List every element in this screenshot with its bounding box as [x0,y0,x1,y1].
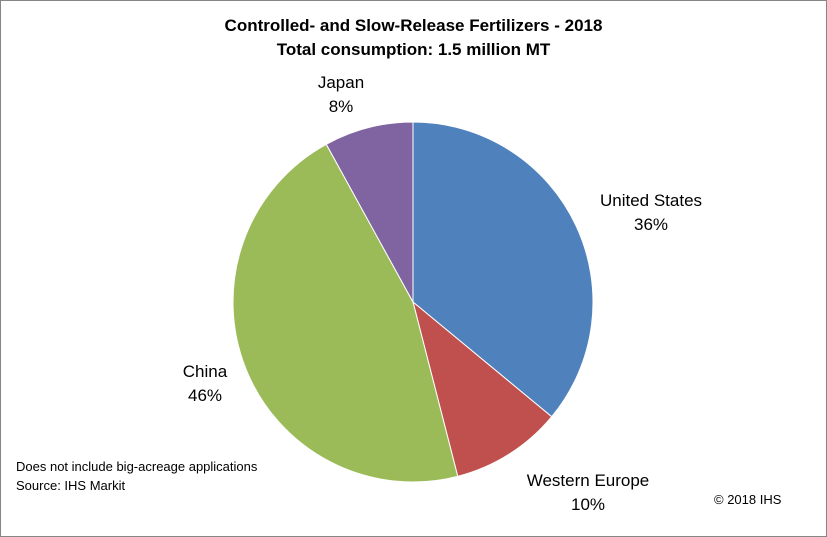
pie-slice-china [232,143,459,483]
chart-subtitle: Total consumption: 1.5 million MT [276,40,551,59]
slice-percent-united-states: 36% [633,215,669,234]
footnote-exclusion: Does not include big-acreage application… [16,459,258,474]
slice-label-united-states: United States 36% [581,189,721,237]
chart-title-block: Controlled- and Slow-Release Fertilizers… [0,14,827,62]
slice-label-japan: Japan 8% [301,71,381,119]
slice-percent-japan: 8% [328,97,354,116]
footnote-block: Does not include big-acreage application… [16,457,257,495]
slice-name-china: China [182,362,228,381]
slice-percent-western-europe: 10% [570,495,606,514]
slice-label-china: China 46% [165,360,245,408]
copyright-notice: © 2018 IHS [714,492,782,507]
slice-percent-china: 46% [187,386,223,405]
footnote-source: Source: IHS Markit [16,478,126,493]
pie-slice-united-states [412,121,594,418]
slice-label-western-europe: Western Europe 10% [508,469,668,517]
chart-title: Controlled- and Slow-Release Fertilizers… [224,16,603,35]
slice-name-united-states: United States [599,191,703,210]
slice-name-japan: Japan [317,73,365,92]
slice-name-western-europe: Western Europe [526,471,650,490]
pie-slice-japan [325,121,414,303]
pie-slice-western-europe [412,300,553,477]
